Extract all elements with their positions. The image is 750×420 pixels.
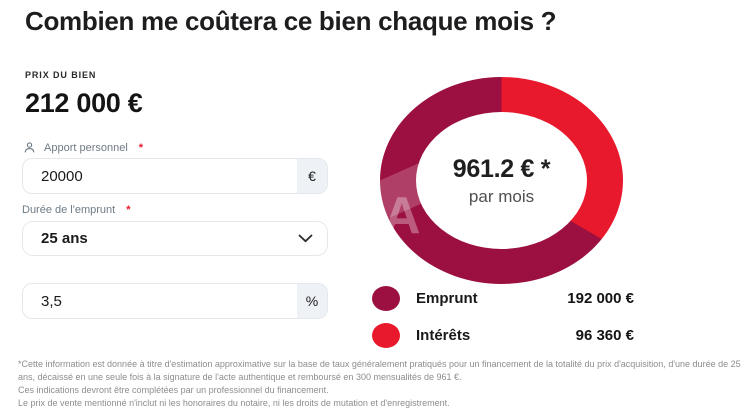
legend-row-interets: Intérêts 96 360 € bbox=[372, 321, 634, 349]
chevron-down-icon bbox=[298, 234, 313, 243]
footnote-line: *Cette information est donnée à titre d'… bbox=[18, 359, 741, 382]
footnote-line: Ces indications devront être complétées … bbox=[18, 385, 329, 395]
apport-input[interactable] bbox=[23, 159, 297, 193]
percent-suffix: % bbox=[297, 284, 327, 318]
duree-label: Durée de l'emprunt bbox=[22, 204, 116, 216]
price-label: PRIX DU BIEN bbox=[25, 70, 97, 80]
page-title: Combien me coûtera ce bien chaque mois ? bbox=[25, 6, 557, 36]
taux-input[interactable] bbox=[23, 284, 297, 318]
apport-input-box: € bbox=[22, 158, 328, 194]
duree-label-row: Durée de l'emprunt * bbox=[22, 204, 131, 216]
footnote-line: Le prix de vente mentionné n'inclut ni l… bbox=[18, 398, 450, 408]
apport-label: Apport personnel bbox=[44, 141, 128, 154]
emprunt-value: 192 000 € bbox=[567, 289, 634, 307]
required-asterisk: * bbox=[138, 141, 144, 154]
interets-dot-icon bbox=[372, 322, 400, 348]
chart-legend: Emprunt 192 000 € Intérêts 96 360 € bbox=[372, 284, 634, 358]
legend-row-emprunt: Emprunt 192 000 € bbox=[372, 284, 634, 312]
monthly-payment-value: 961.2 € * bbox=[452, 154, 551, 183]
duree-select[interactable]: 25 ans bbox=[22, 221, 328, 256]
euro-suffix: € bbox=[297, 159, 327, 193]
required-asterisk: * bbox=[126, 204, 131, 216]
price-value: 212 000 € bbox=[25, 88, 143, 118]
footnotes: *Cette information est donnée à titre d'… bbox=[18, 358, 742, 410]
monthly-payment-caption: par mois bbox=[468, 186, 535, 206]
emprunt-label: Emprunt bbox=[416, 289, 478, 307]
interets-label: Intérêts bbox=[416, 326, 471, 344]
donut-center: 961.2 € * par mois bbox=[416, 112, 587, 249]
duree-selected-value: 25 ans bbox=[41, 230, 88, 247]
person-icon bbox=[23, 141, 36, 154]
interets-value: 96 360 € bbox=[575, 326, 634, 344]
emprunt-dot-icon bbox=[372, 285, 400, 311]
apport-label-row: Apport personnel * bbox=[23, 141, 143, 154]
taux-input-box: % bbox=[22, 283, 328, 319]
